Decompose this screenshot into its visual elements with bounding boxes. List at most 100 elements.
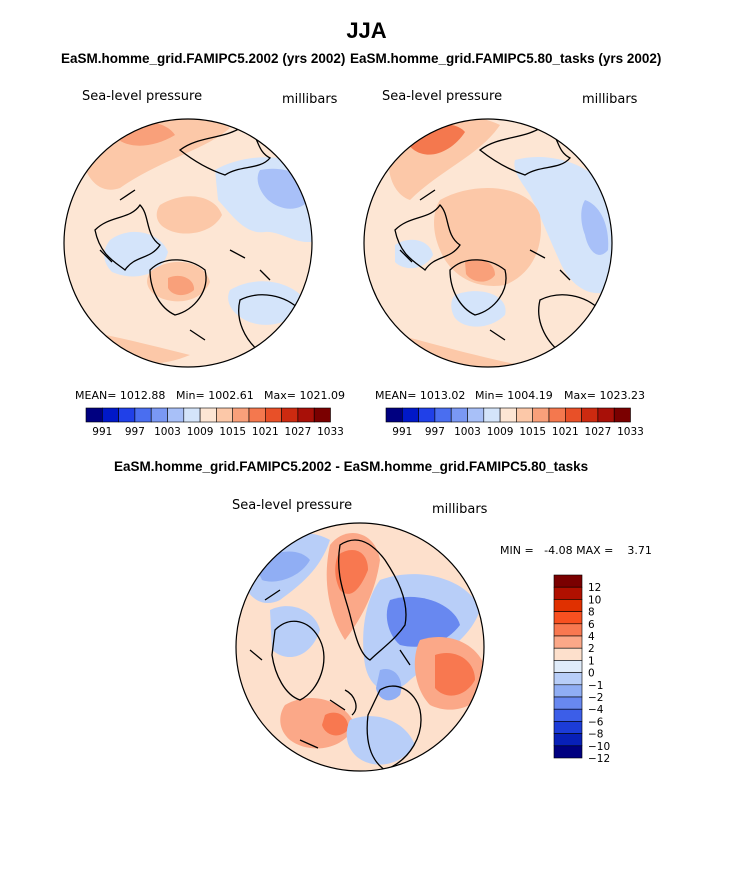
panel3-colorbar-tick-1: 10 bbox=[588, 594, 601, 606]
panel2-colorbar-swatch-6 bbox=[483, 407, 501, 423]
panel1-colorbar-swatch-14 bbox=[313, 407, 331, 423]
panel1-colorbar-swatch-2 bbox=[118, 407, 136, 423]
panel3-colorbar-tick-9: −2 bbox=[588, 692, 603, 704]
panel2-low-east bbox=[514, 156, 612, 294]
panel1-border bbox=[63, 118, 313, 368]
panel3-colorbar-tick-11: −6 bbox=[588, 716, 604, 728]
panel2-colorbar-swatch-5 bbox=[467, 407, 485, 423]
panel2-colorbar-tick-0: 991 bbox=[392, 426, 412, 438]
panel1-variable-label: Sea-level pressure bbox=[82, 89, 203, 104]
panel2-colorbar-swatch-0 bbox=[385, 407, 403, 423]
panel1-colorbar-swatch-6 bbox=[183, 407, 201, 423]
panel1-mean: MEAN= 1012.88 bbox=[75, 389, 166, 402]
panel2-high-greenland-core bbox=[465, 259, 495, 282]
panel1-colorbar-swatch-8 bbox=[216, 407, 233, 423]
panel1-title: EaSM.homme_grid.FAMIPC5.2002 (yrs 2002) bbox=[61, 51, 346, 66]
panel3-low-minor bbox=[376, 669, 402, 701]
panel1-units-label: millibars bbox=[282, 92, 338, 107]
panel3-colorbar-swatch-8 bbox=[553, 672, 583, 686]
panel2-border bbox=[363, 118, 613, 368]
panel1-low-southeast bbox=[228, 281, 305, 325]
panel3-units-label: millibars bbox=[432, 502, 488, 517]
panel3-high-east-core bbox=[435, 652, 475, 696]
panel3-colorbar-swatch-11 bbox=[553, 708, 583, 722]
panel3-colorbar-tick-7: 0 bbox=[588, 668, 595, 680]
panel3-map bbox=[235, 522, 485, 772]
panel1-colorbar-swatch-9 bbox=[232, 407, 250, 423]
panel2-colorbar-tick-2: 1003 bbox=[454, 426, 481, 438]
panel2-min: Min= 1004.19 bbox=[475, 389, 553, 402]
panel2-colorbar-tick-7: 1033 bbox=[617, 426, 644, 438]
panel3-colorbar-tick-10: −4 bbox=[588, 704, 604, 716]
panel2-colorbar-swatch-2 bbox=[418, 407, 436, 423]
panel3-colorbar-swatch-10 bbox=[553, 696, 583, 710]
panel1-base-field bbox=[64, 119, 312, 367]
panel3-colorbar-tick-2: 8 bbox=[588, 607, 595, 619]
panel2-colorbar-swatch-9 bbox=[532, 407, 550, 423]
panel3-colorbar-swatch-14 bbox=[553, 745, 583, 759]
panel1-colorbar: 991 997 1003 1009 1015 1021 1027 1033 bbox=[85, 407, 344, 438]
panel2-colorbar-tick-4: 1015 bbox=[519, 426, 546, 438]
panel2-colorbar-tick-1: 997 bbox=[425, 426, 445, 438]
panel2-colorbar-swatch-1 bbox=[401, 407, 419, 423]
panel3-colorbar-tick-3: 6 bbox=[588, 619, 595, 631]
panel2-low-south bbox=[451, 291, 506, 327]
panel2-colorbar: 991 997 1003 1009 1015 1021 1027 1033 bbox=[385, 407, 644, 438]
panel3-colorbar-swatch-5 bbox=[553, 635, 583, 649]
panel2-colorbar-swatch-4 bbox=[450, 407, 468, 423]
panel3-colorbar-tick-0: 12 bbox=[588, 582, 601, 594]
panel1-colorbar-swatch-10 bbox=[248, 407, 266, 423]
panel1-colorbar-tick-6: 1027 bbox=[285, 426, 312, 438]
panel3-colorbar-swatch-12 bbox=[553, 721, 583, 734]
panel2-high-center bbox=[434, 188, 541, 286]
panel3-colorbar-tick-8: −1 bbox=[588, 680, 603, 692]
panel3-colorbar-tick-12: −8 bbox=[588, 729, 603, 741]
panel3-high-south bbox=[280, 697, 355, 749]
panel1-colorbar-tick-5: 1021 bbox=[252, 426, 279, 438]
panel3-low-south bbox=[346, 716, 415, 765]
panel2-high-south bbox=[380, 330, 520, 367]
panel3-title: EaSM.homme_grid.FAMIPC5.2002 - EaSM.homm… bbox=[114, 459, 589, 474]
panel2-map bbox=[363, 118, 613, 368]
panel1-colorbar-swatch-7 bbox=[199, 407, 217, 423]
panel3-colorbar-swatch-6 bbox=[553, 647, 583, 661]
panel1-min: Min= 1002.61 bbox=[176, 389, 254, 402]
panel1-colorbar-swatch-4 bbox=[150, 407, 168, 423]
panel1-colorbar-swatch-1 bbox=[102, 407, 119, 423]
panel1-colorbar-tick-3: 1009 bbox=[187, 426, 214, 438]
panel3-colorbar-swatch-13 bbox=[553, 733, 583, 747]
panel1-colorbar-tick-0: 991 bbox=[92, 426, 112, 438]
panel3-variable-label: Sea-level pressure bbox=[232, 498, 353, 513]
panel3-colorbar-tick-6: 1 bbox=[588, 655, 595, 667]
panel2-colorbar-swatch-12 bbox=[581, 407, 599, 423]
panel2-title: EaSM.homme_grid.FAMIPC5.80_tasks (yrs 20… bbox=[350, 51, 662, 66]
panel2-units-label: millibars bbox=[582, 92, 638, 107]
panel2-colorbar-swatch-14 bbox=[613, 407, 631, 423]
panel3-colorbar-tick-13: −10 bbox=[588, 741, 610, 753]
panel2-colorbar-tick-5: 1021 bbox=[552, 426, 579, 438]
panel2-colorbar-tick-3: 1009 bbox=[487, 426, 514, 438]
panel3-colorbar-swatch-7 bbox=[553, 660, 583, 673]
panel3-colorbar-swatch-0 bbox=[553, 574, 583, 588]
panel1-colorbar-swatch-3 bbox=[134, 407, 152, 423]
panel3-colorbar-swatch-2 bbox=[553, 599, 583, 612]
panel2-colorbar-swatch-7 bbox=[499, 407, 517, 423]
panel1-colorbar-swatch-0 bbox=[85, 407, 103, 423]
panel3-colorbar-tick-4: 4 bbox=[588, 631, 595, 643]
panel3-minmax: MIN = -4.08 MAX = 3.71 bbox=[500, 544, 652, 557]
panel3-coastlines bbox=[249, 539, 422, 771]
panel2-colorbar-swatch-10 bbox=[548, 407, 566, 423]
panel1-map bbox=[63, 118, 313, 368]
panel1-colorbar-swatch-5 bbox=[167, 407, 185, 423]
panel2-mean: MEAN= 1013.02 bbox=[375, 389, 466, 402]
panel2-colorbar-tick-6: 1027 bbox=[585, 426, 612, 438]
panel2-colorbar-swatch-3 bbox=[434, 407, 452, 423]
panel1-max: Max= 1021.09 bbox=[264, 389, 345, 402]
panel2-colorbar-swatch-11 bbox=[564, 407, 582, 423]
panel1-high-center bbox=[156, 196, 222, 234]
panel1-colorbar-swatch-11 bbox=[264, 407, 282, 423]
panel3-border bbox=[235, 522, 485, 772]
panel1-low-west bbox=[104, 231, 168, 277]
